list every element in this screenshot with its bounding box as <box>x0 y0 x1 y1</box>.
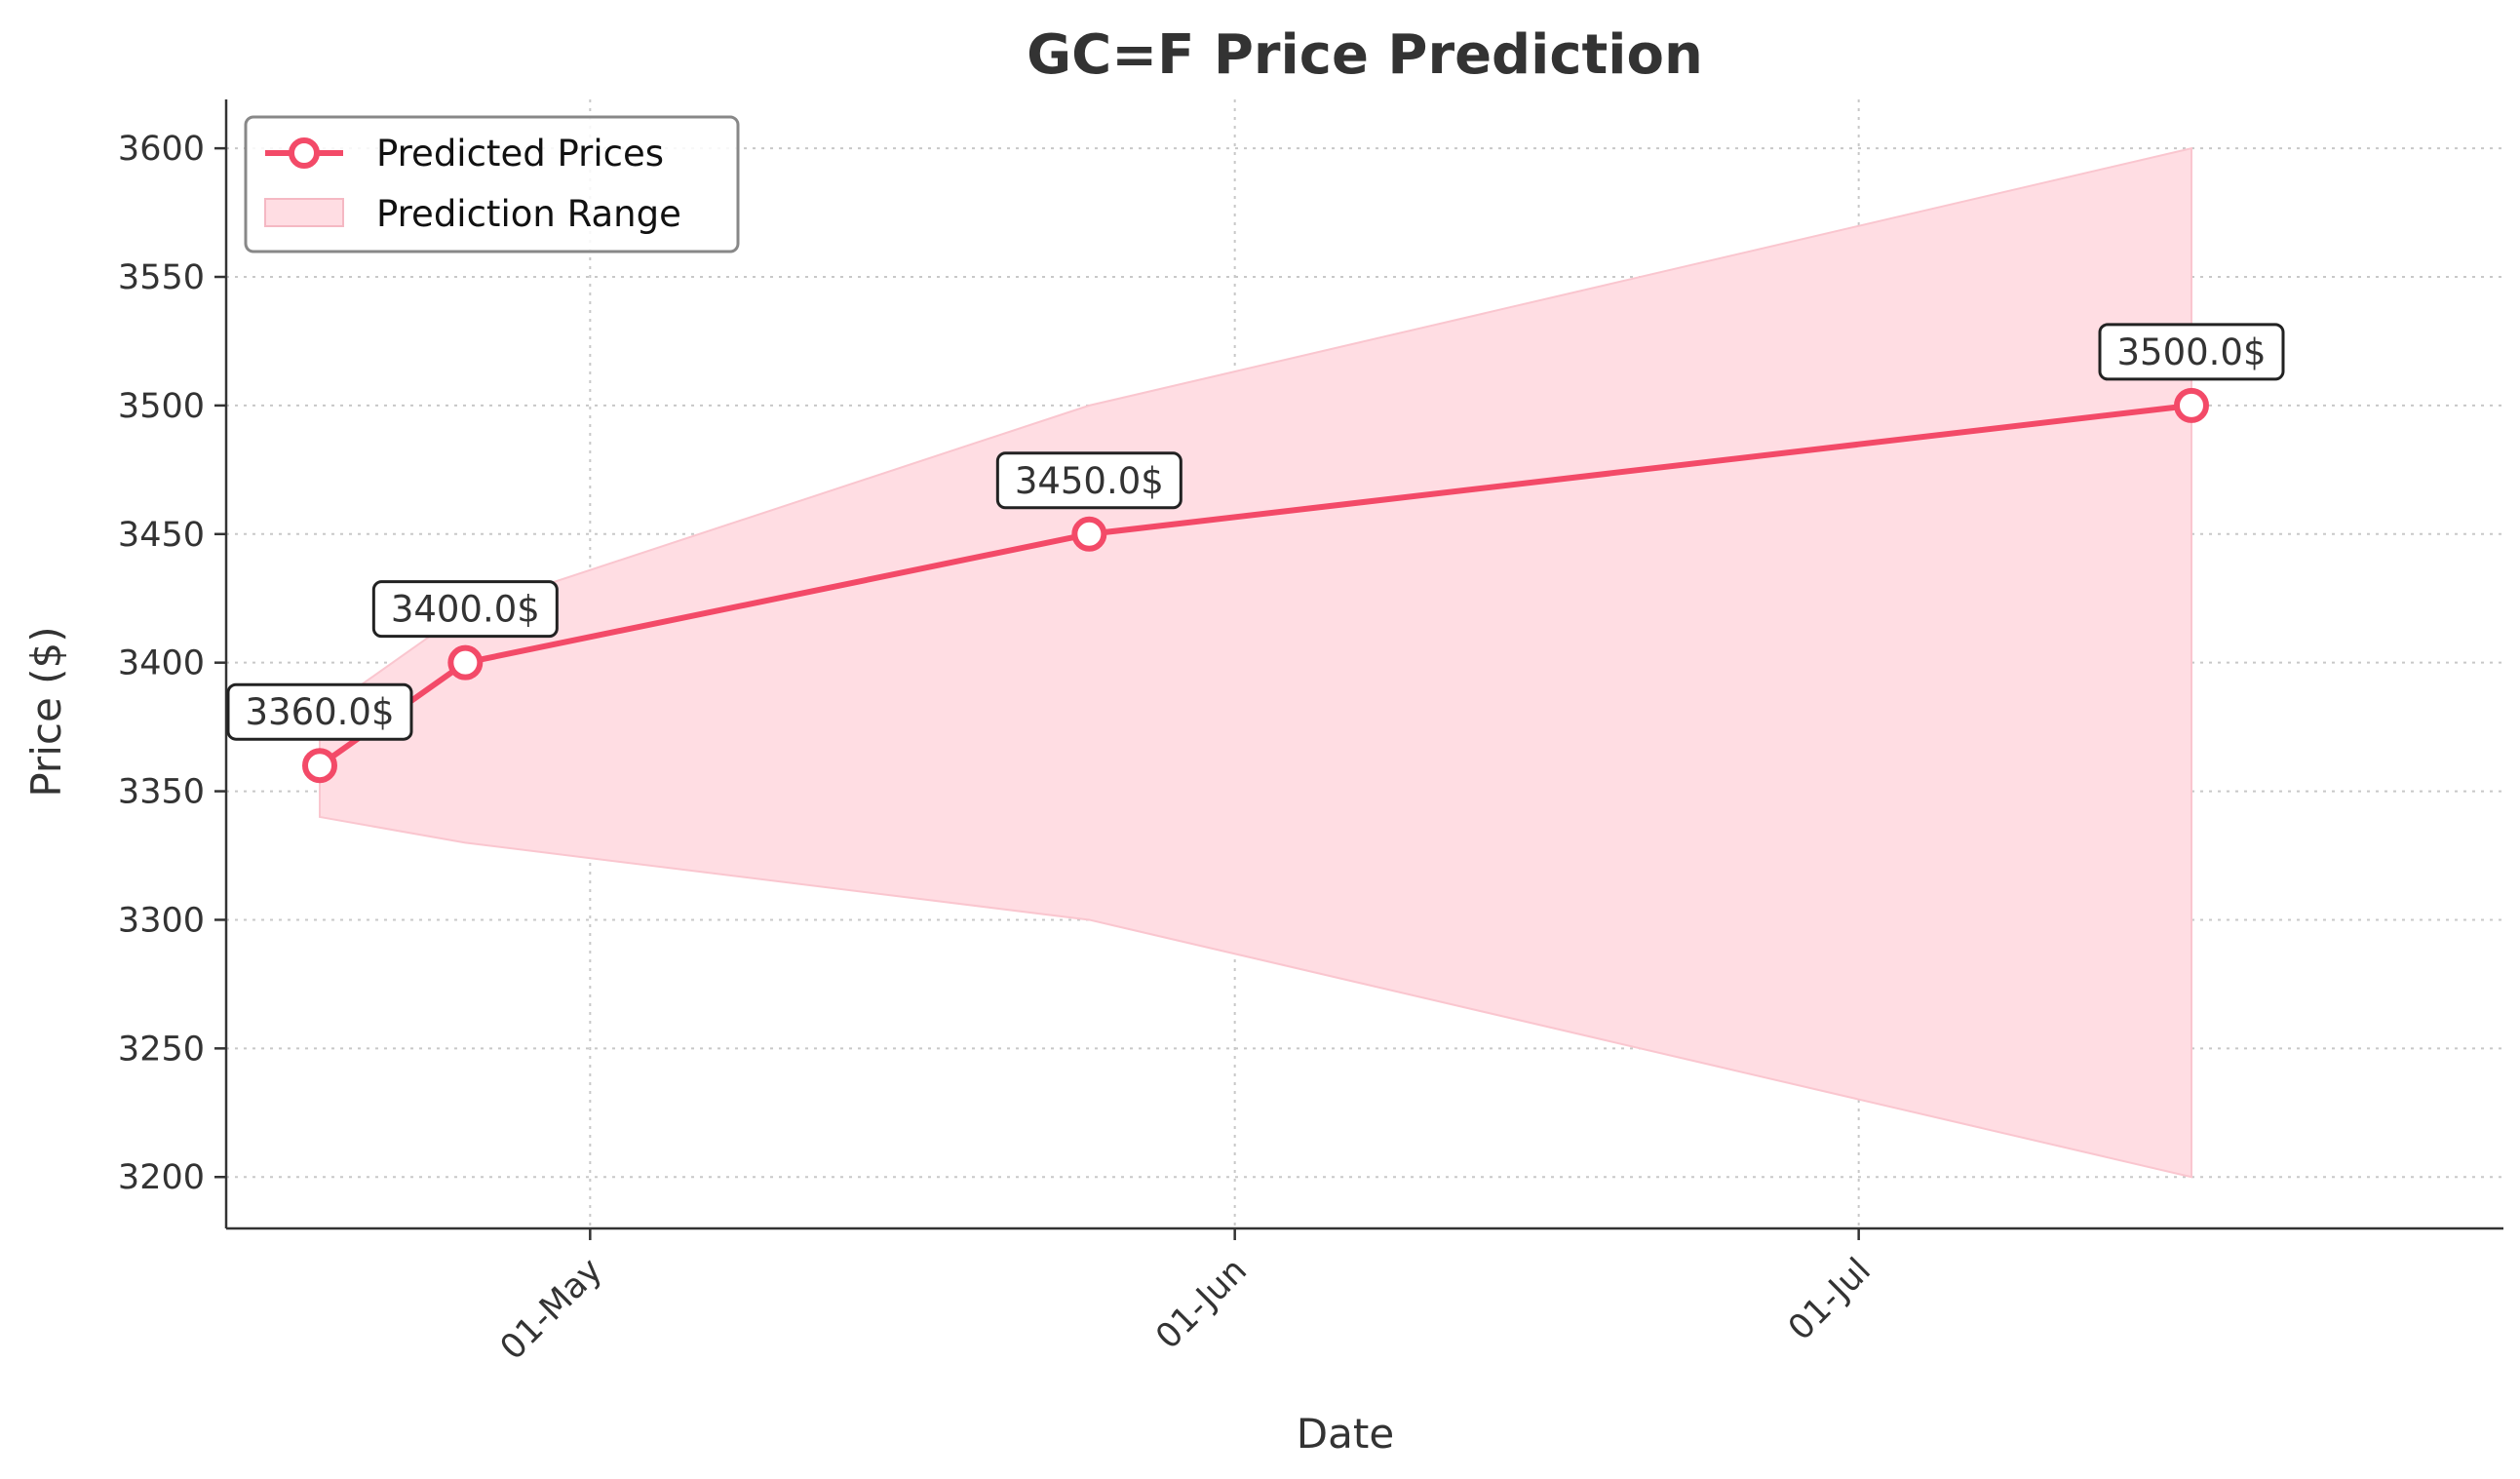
legend-marker-swatch <box>289 137 320 169</box>
legend-label-range: Prediction Range <box>376 193 681 235</box>
y-tick-label: 3500 <box>118 387 205 426</box>
legend-range-swatch <box>264 198 344 227</box>
chart-title: GC=F Price Prediction <box>1027 23 1703 87</box>
y-tick-label: 3400 <box>118 644 205 683</box>
data-label-group: 3360.0$ 3400.0$ 3450.0$ 3500.0$ <box>226 323 2285 741</box>
y-tick-label: 3600 <box>118 130 205 169</box>
y-tick-label: 3200 <box>118 1158 205 1197</box>
data-label: 3500.0$ <box>2116 331 2266 373</box>
legend-box <box>244 115 740 253</box>
prediction-range-area <box>319 146 2192 1179</box>
y-tick-label: 3250 <box>118 1030 205 1069</box>
data-point <box>447 644 484 681</box>
data-label-box <box>371 580 559 639</box>
data-point <box>1071 516 1107 552</box>
data-point <box>302 748 337 784</box>
data-label: 3450.0$ <box>1015 460 1164 502</box>
y-axis-label: Price ($) <box>22 626 70 797</box>
legend: Predicted Prices Prediction Range <box>244 115 740 253</box>
data-label-box <box>995 451 1182 510</box>
data-label: 3400.0$ <box>391 589 540 631</box>
data-label: 3360.0$ <box>245 691 394 733</box>
prediction-range-band <box>319 146 2192 1179</box>
data-label-box <box>226 682 413 741</box>
data-point <box>2174 387 2209 423</box>
y-tick-label: 3350 <box>118 773 205 812</box>
legend-label-predicted: Predicted Prices <box>376 133 664 175</box>
y-tick-label: 3550 <box>118 258 205 297</box>
data-label-box <box>2098 323 2285 381</box>
y-tick-label: 3300 <box>118 901 205 940</box>
x-axis-label: Date <box>1297 1410 1394 1458</box>
y-tick-label: 3450 <box>118 516 205 555</box>
